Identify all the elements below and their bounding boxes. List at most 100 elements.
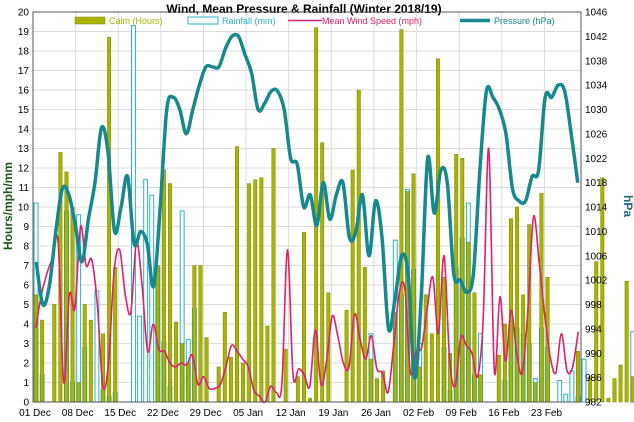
y2-tick-label: 1006: [585, 251, 608, 262]
calm-bar: [368, 358, 373, 403]
calm-bar: [356, 89, 361, 403]
calm-bar: [228, 356, 233, 403]
calm-bar: [34, 294, 38, 403]
rainfall-bar: [557, 380, 563, 403]
calm-bar: [442, 276, 446, 403]
calm-bar: [630, 376, 634, 403]
calm-bar: [612, 378, 617, 403]
rainfall-bar: [581, 358, 587, 403]
wind-speed-path: [35, 147, 579, 404]
calm-bar: [588, 376, 593, 403]
y-tick-label: 2: [23, 359, 29, 370]
calm-bar: [161, 169, 166, 403]
pressure-line: [34, 32, 580, 380]
legend-label: Rainfall (mm): [222, 16, 276, 26]
calm-bar: [40, 319, 45, 403]
x-tick-label: 02 Feb: [403, 408, 435, 419]
calm-bar: [82, 304, 87, 403]
y-tick-label: 4: [23, 320, 29, 331]
y-axis-label: Hours/mph/mm: [1, 162, 15, 250]
y-tick-label: 5: [23, 300, 29, 311]
calm-bar: [344, 310, 349, 403]
x-tick-label: 08 Dec: [62, 408, 94, 419]
y2-tick-label: 1022: [585, 154, 608, 165]
y-tick-label: 1: [23, 378, 29, 389]
axes: 0123456789101112131415161718192098298699…: [18, 8, 608, 420]
calm-bar: [259, 177, 264, 403]
calm-bar: [192, 265, 197, 403]
legend-label: Mean Wind Speed (mph): [322, 16, 422, 26]
calm-bar: [271, 148, 276, 403]
x-tick-label: 01 Dec: [19, 408, 51, 419]
y-tick-label: 3: [23, 339, 29, 350]
y2-tick-label: 990: [585, 349, 602, 360]
y-tick-label: 18: [18, 47, 30, 58]
y2-tick-label: 1046: [585, 8, 608, 19]
calm-bar: [186, 362, 191, 403]
calm-bar: [618, 364, 623, 403]
calm-bar: [168, 183, 172, 403]
y-tick-label: 9: [23, 222, 29, 233]
pressure-path: [34, 32, 580, 380]
calm-bar: [496, 354, 501, 403]
y-tick-label: 17: [18, 66, 30, 77]
rainfall-bar: [563, 393, 569, 403]
rainfall-bar: [149, 194, 155, 403]
y-tick-label: 20: [18, 8, 30, 19]
calm-bar: [429, 333, 434, 403]
calm-bar: [533, 382, 538, 403]
calm-bar: [204, 337, 209, 403]
calm-bar: [362, 267, 367, 403]
chart-title: Wind, Mean Pressure & Rainfall (Winter 2…: [166, 2, 441, 16]
y2-tick-label: 1034: [585, 81, 608, 92]
y-tick-label: 15: [18, 105, 30, 116]
calm-bar: [576, 351, 580, 403]
wind-speed-line: [35, 147, 579, 404]
calm-bar: [222, 312, 227, 403]
calm-bar: [76, 382, 81, 403]
rainfall-bar: [569, 370, 575, 403]
calm-bar: [472, 292, 477, 403]
calm-bar: [466, 241, 471, 403]
calm-bar: [600, 177, 605, 403]
x-tick-label: 29 Dec: [190, 408, 222, 419]
y-tick-label: 10: [18, 203, 30, 214]
calm-bar: [308, 397, 312, 403]
y2-tick-label: 1038: [585, 56, 608, 67]
legend-swatch-rainfall: [187, 16, 219, 25]
x-tick-label: 16 Feb: [488, 408, 520, 419]
y2-tick-label: 1042: [585, 32, 608, 43]
calm-bar: [180, 343, 185, 403]
y2-axis-label: hPa: [621, 195, 634, 217]
calm-bar: [241, 362, 246, 403]
y-tick-label: 6: [23, 281, 29, 292]
y2-tick-label: 998: [585, 300, 602, 311]
y-tick-label: 13: [18, 144, 30, 155]
calm-bar: [435, 58, 440, 403]
rainfall-bar: [137, 315, 143, 403]
y-tick-label: 0: [23, 398, 29, 409]
y-tick-label: 7: [23, 261, 29, 272]
calm-bar: [235, 146, 239, 403]
y-tick-label: 14: [18, 125, 30, 136]
y2-tick-label: 986: [585, 373, 602, 384]
y2-tick-label: 982: [585, 398, 602, 409]
calm-bar: [399, 29, 404, 403]
y2-tick-label: 1010: [585, 227, 608, 238]
x-tick-label: 19 Jan: [318, 408, 348, 419]
calm-bar: [350, 169, 355, 403]
calm-bar: [113, 267, 118, 403]
rainfall-bar: [143, 179, 149, 403]
calm-bar: [624, 280, 629, 403]
x-tick-label: 09 Feb: [446, 408, 478, 419]
x-tick-label: 05 Jan: [233, 408, 263, 419]
x-tick-label: 26 Jan: [361, 408, 391, 419]
calm-bar: [606, 397, 611, 403]
y2-tick-label: 1026: [585, 129, 608, 140]
legend-swatch-calm: [74, 16, 106, 25]
calm-bar: [253, 179, 258, 403]
y2-tick-label: 994: [585, 324, 602, 335]
y-tick-label: 11: [19, 183, 30, 194]
calm-bar: [478, 374, 483, 403]
